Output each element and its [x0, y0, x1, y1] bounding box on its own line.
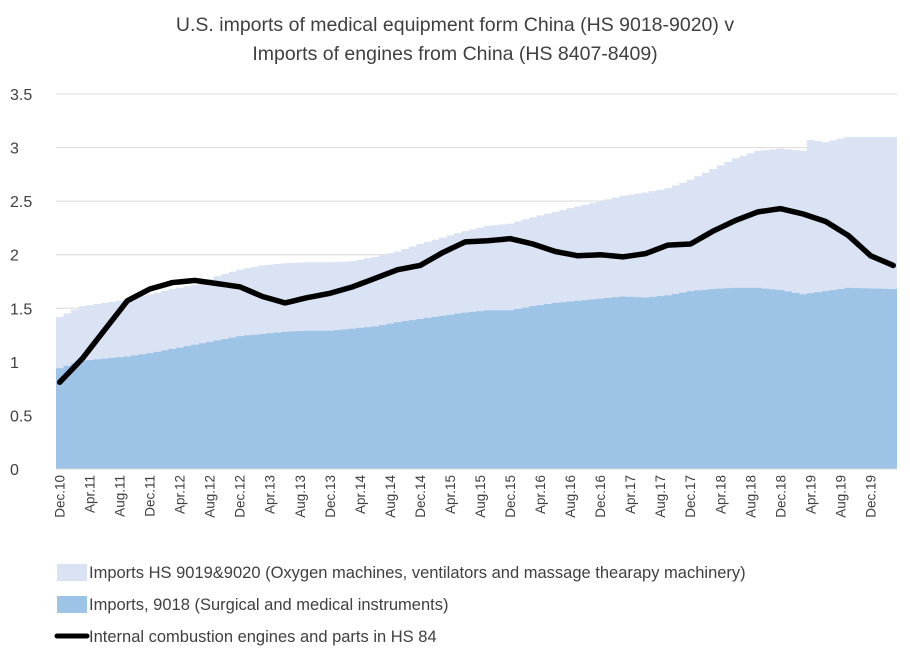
- x-tick-label: Aug.17: [653, 475, 668, 518]
- y-tick-label: 0: [10, 462, 19, 479]
- y-axis-tick-labels: 0 0.5 1 1.5 2 2.5 3 3.5: [10, 87, 32, 479]
- x-tick-label: Apr.12: [173, 475, 188, 514]
- x-tick-label: Apr.18: [713, 475, 728, 514]
- y-tick-label: 2: [10, 248, 19, 265]
- legend-swatch-hs-9019-9020: [57, 564, 87, 581]
- x-tick-label: Aug.12: [203, 475, 218, 518]
- x-tick-label: Dec.14: [413, 475, 428, 518]
- x-tick-label: Aug.15: [473, 475, 488, 518]
- x-tick-label: Apr.13: [263, 475, 278, 514]
- plot-area: [56, 136, 897, 470]
- x-tick-label: Dec.16: [593, 475, 608, 518]
- y-tick-label: 1.5: [10, 301, 32, 318]
- legend: Imports HS 9019&9020 (Oxygen machines, v…: [54, 564, 746, 646]
- x-tick-label: Dec.10: [52, 475, 67, 518]
- x-tick-label: Aug.11: [113, 475, 128, 517]
- legend-label-hs-9019-9020: Imports HS 9019&9020 (Oxygen machines, v…: [89, 564, 746, 582]
- x-tick-label: Dec.17: [683, 475, 698, 518]
- legend-swatch-hs-9018: [57, 596, 87, 613]
- x-tick-label: Dec.18: [773, 475, 788, 518]
- chart-title-line-1: U.S. imports of medical equipment form C…: [176, 14, 734, 36]
- x-tick-label: Aug.19: [833, 475, 848, 518]
- x-tick-label: Apr.15: [443, 475, 458, 514]
- x-tick-label: Aug.18: [743, 475, 758, 518]
- x-tick-label: Dec.11: [143, 475, 158, 517]
- series-engines-line: [57, 205, 896, 385]
- chart-title-line-2: Imports of engines from China (HS 8407-8…: [252, 43, 657, 65]
- x-tick-label: Aug.13: [293, 475, 308, 518]
- y-tick-label: 3.5: [10, 87, 32, 104]
- x-tick-label: Apr.11: [83, 475, 98, 513]
- x-tick-label: Aug.14: [383, 475, 398, 518]
- x-axis-tick-labels: Dec.10 Apr.11 Aug.11 Dec.11 Apr.12 Aug.12 Dec.…: [52, 475, 878, 518]
- x-tick-label: Aug.16: [563, 475, 578, 518]
- x-tick-label: Dec.12: [233, 475, 248, 518]
- y-tick-label: 1: [10, 355, 19, 372]
- legend-label-engines: Internal combustion engines and parts in…: [89, 628, 437, 646]
- x-tick-label: Apr.17: [623, 475, 638, 514]
- x-tick-label: Apr.19: [803, 475, 818, 514]
- y-tick-label: 2.5: [10, 194, 32, 211]
- series-hs-9018-area: [56, 287, 897, 469]
- legend-label-hs-9018: Imports, 9018 (Surgical and medical inst…: [89, 596, 449, 614]
- y-tick-label: 0.5: [10, 408, 32, 425]
- x-tick-label: Dec.19: [863, 475, 878, 518]
- x-tick-label: Dec.15: [503, 475, 518, 518]
- x-tick-label: Apr.16: [533, 475, 548, 514]
- x-tick-label: Dec.13: [323, 475, 338, 518]
- x-tick-label: Apr.14: [353, 475, 368, 515]
- y-tick-label: 3: [10, 141, 19, 158]
